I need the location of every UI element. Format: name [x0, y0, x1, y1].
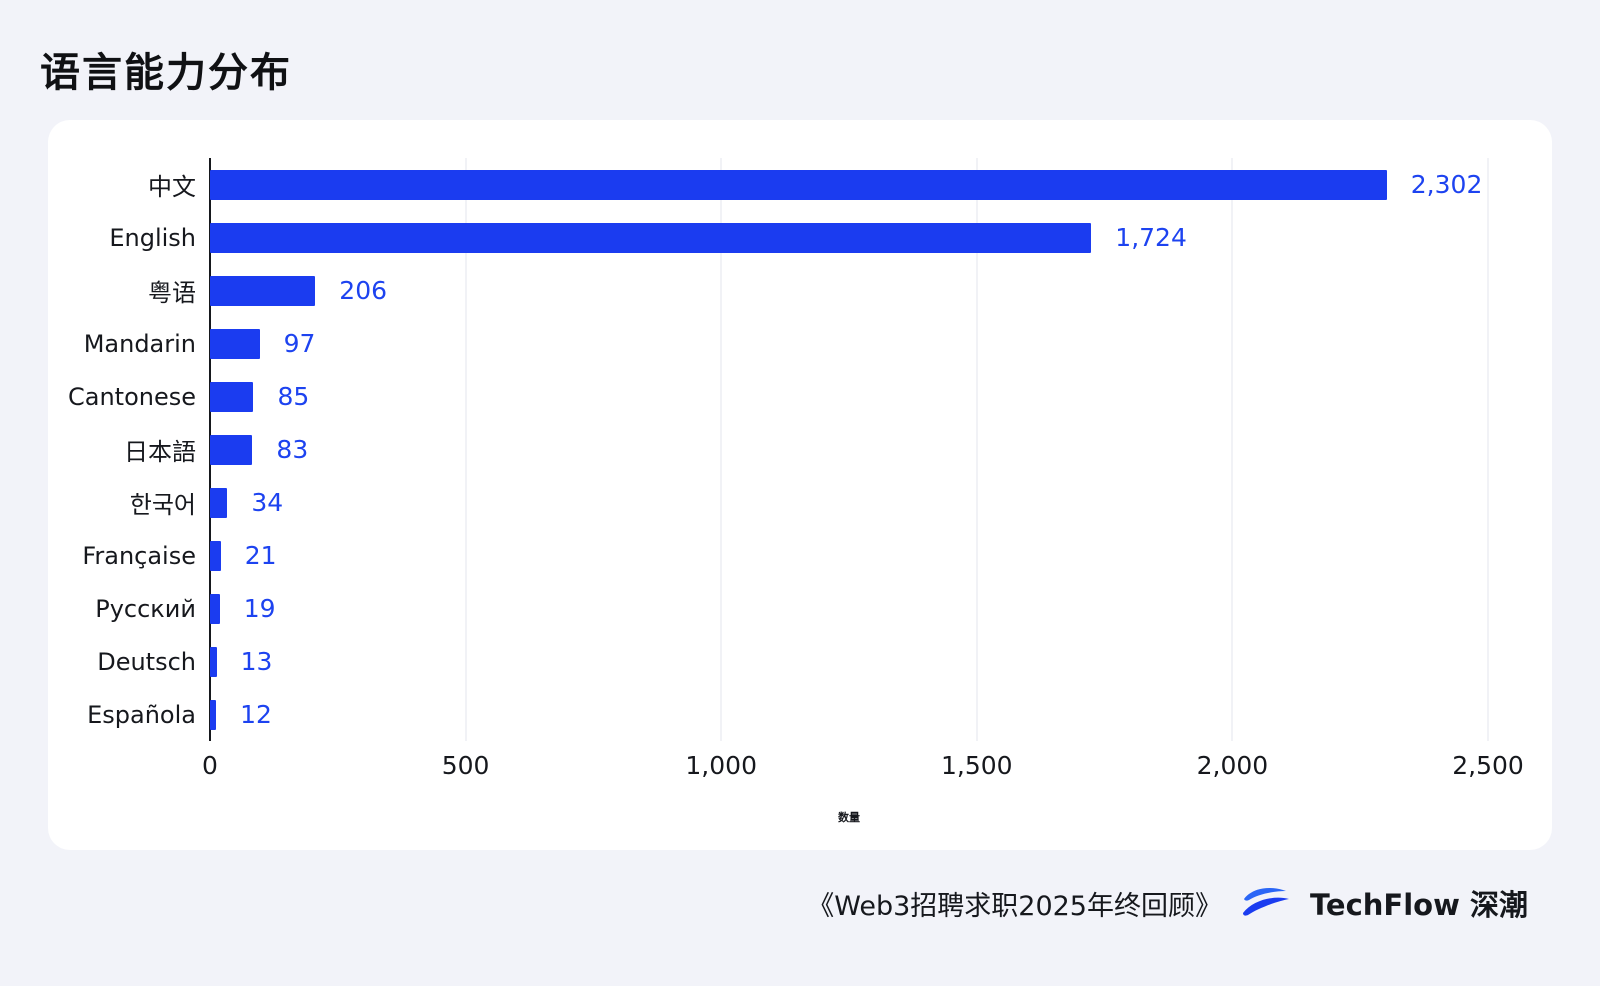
bar-track: 97: [210, 317, 1488, 370]
bar-track: 13: [210, 635, 1488, 688]
bar-track: 206: [210, 264, 1488, 317]
chart-row: Española 12: [48, 688, 1488, 741]
bar: [210, 328, 260, 359]
category-label: English: [109, 223, 196, 252]
bar: [210, 381, 254, 412]
chart-row: Cantonese 85: [48, 370, 1488, 423]
chart-row: 粤语 206: [48, 264, 1488, 317]
chart-row: Русский 19: [48, 582, 1488, 635]
gridline: [720, 158, 722, 741]
category-label: Cantonese: [67, 382, 196, 411]
bar: [210, 222, 1092, 253]
bar: [210, 540, 221, 571]
bar-track: 34: [210, 476, 1488, 529]
x-axis-title: 数量: [838, 811, 860, 824]
value-label: 13: [240, 647, 273, 676]
category-label: Русский: [95, 594, 196, 623]
category-label: Deutsch: [97, 647, 196, 676]
value-label: 83: [276, 435, 309, 464]
brand-name: TechFlow 深潮: [1310, 888, 1528, 922]
chart-row: 한국어 34: [48, 476, 1488, 529]
bar-chart: 中文 2,302 English 1,724 粤语 206 Mandarin 97 Canton…: [48, 158, 1524, 825]
value-label: 12: [240, 700, 272, 729]
bar-track: 83: [210, 423, 1488, 476]
value-label: 2,302: [1410, 170, 1483, 199]
value-label: 34: [251, 488, 284, 517]
category-label: Mandarin: [83, 329, 196, 358]
chart-row: 日本語 83: [48, 423, 1488, 476]
bar-track: 2,302: [210, 158, 1488, 211]
bar: [210, 487, 228, 518]
chart-row: Française 21: [48, 529, 1488, 582]
category-label: 日本語: [124, 438, 196, 466]
bar: [210, 275, 316, 306]
x-tick-label: 1,500: [941, 751, 1013, 780]
value-label: 19: [243, 594, 276, 623]
gridline: [465, 158, 467, 741]
bar: [210, 434, 253, 465]
gridline: [1231, 158, 1233, 741]
bar-track: 1,724: [210, 211, 1488, 264]
value-label: 21: [244, 541, 277, 570]
bar-track: 21: [210, 529, 1488, 582]
value-label: 206: [339, 276, 388, 305]
chart-row: English 1,724: [48, 211, 1488, 264]
x-tick-label: 0: [202, 751, 218, 780]
x-tick-label: 500: [441, 751, 490, 780]
chart-row: Mandarin 97: [48, 317, 1488, 370]
x-tick-label: 2,000: [1196, 751, 1269, 780]
techflow-logo-icon: [1240, 885, 1292, 921]
gridline: [1487, 158, 1489, 741]
x-tick-label: 1,000: [685, 751, 757, 780]
gridline: [976, 158, 978, 741]
chart-rows: 中文 2,302 English 1,724 粤语 206 Mandarin 97 Canton…: [48, 158, 1488, 741]
bar-track: 19: [210, 582, 1488, 635]
bar: [210, 169, 1387, 200]
value-label: 1,724: [1115, 223, 1187, 252]
bar: [210, 699, 217, 730]
page-title: 语言能力分布: [40, 50, 292, 96]
bar: [210, 593, 220, 624]
bar: [210, 646, 217, 677]
chart-row: 中文 2,302: [48, 158, 1488, 211]
value-label: 97: [283, 329, 316, 358]
bar-track: 85: [210, 370, 1488, 423]
category-label: 中文: [148, 173, 196, 201]
category-label: 粤语: [148, 279, 196, 307]
chart-row: Deutsch 13: [48, 635, 1488, 688]
source-text: 《Web3招聘求职2025年终回顾》: [807, 890, 1222, 922]
category-label: Française: [82, 541, 196, 570]
chart-card: 中文 2,302 English 1,724 粤语 206 Mandarin 97 Canton…: [48, 120, 1552, 850]
value-label: 85: [277, 382, 310, 411]
footer: 《Web3招聘求职2025年终回顾》 TechFlow 深潮: [807, 882, 1528, 924]
x-tick-label: 2,500: [1452, 751, 1524, 780]
x-axis: 0 500 1,000 1,500 2,000 2,500: [202, 741, 1524, 785]
category-label: 한국어: [129, 491, 196, 519]
category-label: Española: [87, 700, 196, 729]
bar-track: 12: [210, 688, 1488, 741]
